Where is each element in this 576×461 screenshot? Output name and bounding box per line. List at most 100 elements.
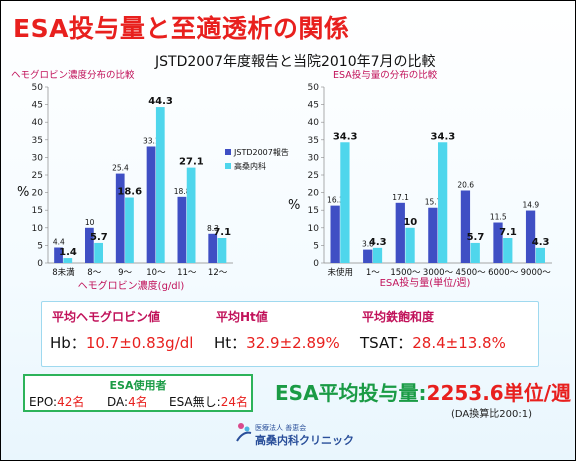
chart1-bar-clinic xyxy=(186,167,196,263)
chart1-ytick-label: 10 xyxy=(32,224,44,234)
chart2-data-label: 4.3 xyxy=(532,237,550,248)
chart2-ytick-label: 45 xyxy=(308,101,319,111)
chart2-bar-jstd xyxy=(330,205,340,263)
chart2-data-label: 20.6 xyxy=(457,180,474,189)
no-esa-label: ESA無し: xyxy=(169,395,221,409)
chart1-xlabel: ヘモグロビン濃度(g/dl) xyxy=(78,279,185,292)
da-value: 4名 xyxy=(128,395,148,409)
esa-users-title: ESA使用者 xyxy=(109,379,167,392)
chart2-data-label: 15.7 xyxy=(425,198,442,207)
chart1-ytick-label: 20 xyxy=(32,189,44,199)
ht-value: 32.9±2.89% xyxy=(246,334,340,352)
chart2-bar-clinic xyxy=(535,247,545,263)
esa-users-box: ESA使用者 EPO:42名 DA:4名 ESA無し:24名 xyxy=(23,374,253,412)
chart2-bar-jstd xyxy=(460,190,471,263)
esa-average-dose: ESA平均投与量:2253.6単位/週 xyxy=(275,377,571,406)
chart2-data-label: 16.3 xyxy=(327,196,344,205)
chart1-ytick-label: 50 xyxy=(32,83,44,93)
chart1-data-label: 1.4 xyxy=(59,247,77,258)
chart1-bar-jstd xyxy=(177,196,187,263)
chart1-xtick-label: 10～ xyxy=(146,268,166,278)
chart1-ytick-label: 5 xyxy=(37,241,43,251)
clinic-logo-icon xyxy=(236,423,252,442)
chart1-bar-jstd xyxy=(115,173,125,263)
chart1-xtick-label: 8未満 xyxy=(52,267,75,278)
chart1-xtick-label: 12～ xyxy=(208,268,228,278)
ht-label: 平均Ht値 xyxy=(216,310,268,324)
chart2-bar-jstd xyxy=(493,222,503,263)
chart1-bar-clinic xyxy=(94,242,103,263)
chart2-bar-clinic xyxy=(503,238,513,263)
chart1-ytick-label: 0 xyxy=(37,259,43,269)
chart1-bar-clinic xyxy=(155,107,165,264)
chart1-bar-clinic xyxy=(125,197,134,263)
chart1-data-label: 4.4 xyxy=(53,238,65,247)
da-label: DA: xyxy=(107,395,129,409)
esa-dose-label: ESA平均投与量: xyxy=(275,381,427,405)
tsat-stat: TSAT：28.4±13.8% xyxy=(360,332,506,353)
chart1-data-label: 7.1 xyxy=(213,227,231,238)
chart2-xtick-label: 未使用 xyxy=(328,267,354,278)
chart2-bar-clinic xyxy=(372,247,383,263)
chart1-data-label: 5.7 xyxy=(90,232,108,243)
chart1-title: ヘモグロビン濃度分布の比較 xyxy=(11,69,135,81)
chart2-bar-clinic xyxy=(340,142,350,263)
chart2-bar-jstd xyxy=(525,210,536,263)
chart2-bar-jstd xyxy=(428,207,438,263)
chart1-xtick-label: 8～ xyxy=(87,268,101,278)
chart1-ytick-label: 45 xyxy=(32,101,43,111)
hb-label: 平均ヘモグロビン値 xyxy=(52,310,161,324)
chart2-ytick-label: 40 xyxy=(308,118,320,128)
chart2-ytick-label: 10 xyxy=(308,224,320,234)
chart2-xtick-label: 6000～ xyxy=(488,268,519,278)
chart1-legend-label: JSTD2007報告 xyxy=(233,147,289,157)
chart1-data-label: 10 xyxy=(85,218,95,227)
chart2-data-label: 5.7 xyxy=(467,232,485,243)
chart2-data-label: 34.3 xyxy=(333,131,358,142)
chart2-data-label: 14.9 xyxy=(522,201,539,210)
chart2-data-label: 34.3 xyxy=(431,131,456,142)
chart1-legend-swatch xyxy=(225,163,231,169)
chart2-data-label: 7.1 xyxy=(499,227,517,238)
chart2-ytick-label: 50 xyxy=(308,83,320,93)
chart1-bar-jstd xyxy=(85,227,94,263)
chart1-legend-swatch xyxy=(225,149,231,155)
tsat-label: 平均鉄飽和度 xyxy=(362,310,435,324)
chart1-data-label: 18.8 xyxy=(174,187,191,196)
chart2-ytick-label: 30 xyxy=(308,153,320,163)
no-esa-value: 24名 xyxy=(220,395,248,409)
chart2-ylabel: % xyxy=(288,198,300,213)
chart1-ytick-label: 40 xyxy=(32,118,44,128)
chart2-ytick-label: 15 xyxy=(308,206,319,216)
chart2-xlabel: ESA投与量(単位/週) xyxy=(380,276,471,289)
no-esa-count: ESA無し:24名 xyxy=(169,393,248,410)
chart2-ytick-label: 20 xyxy=(308,189,320,199)
epo-value: 42名 xyxy=(57,395,85,409)
chart1-bar-jstd xyxy=(146,146,156,263)
chart1-bar-jstd xyxy=(208,233,218,263)
chart1-data-label: 18.6 xyxy=(117,187,142,198)
hb-value: 10.7±0.83g/dl xyxy=(85,334,194,352)
chart1-bar-jstd xyxy=(54,247,63,263)
chart2-data-label: 4.3 xyxy=(369,237,387,248)
chart1-ytick-label: 30 xyxy=(32,153,44,163)
chart1-data-label: 27.1 xyxy=(179,157,204,168)
chart1-data-label: 25.4 xyxy=(112,164,129,173)
chart1-data-label: 44.3 xyxy=(148,96,173,107)
chart1-data-label: 8.3 xyxy=(207,224,219,233)
clinic-name: 高桑内科クリニック xyxy=(255,434,354,447)
chart2-data-label: 3.8 xyxy=(362,240,374,249)
esa-dose-value: 2253.6単位/週 xyxy=(426,381,572,405)
ht-stat: Ht：32.9±2.89% xyxy=(214,332,340,353)
ht-prefix: Ht： xyxy=(214,334,247,352)
chart2-xtick-label: 1500～ xyxy=(390,268,421,278)
clinic-corp: 医療法人 善恵会 xyxy=(255,424,307,432)
chart2-xtick-label: 9000～ xyxy=(521,268,552,278)
tsat-prefix: TSAT： xyxy=(360,334,413,352)
chart1-ytick-label: 35 xyxy=(32,136,43,146)
da-conversion-note: (DA換算比200:1) xyxy=(451,409,532,420)
tsat-value: 28.4±13.8% xyxy=(412,334,506,352)
da-count: DA:4名 xyxy=(107,393,148,410)
chart1-bar-clinic xyxy=(63,258,73,263)
